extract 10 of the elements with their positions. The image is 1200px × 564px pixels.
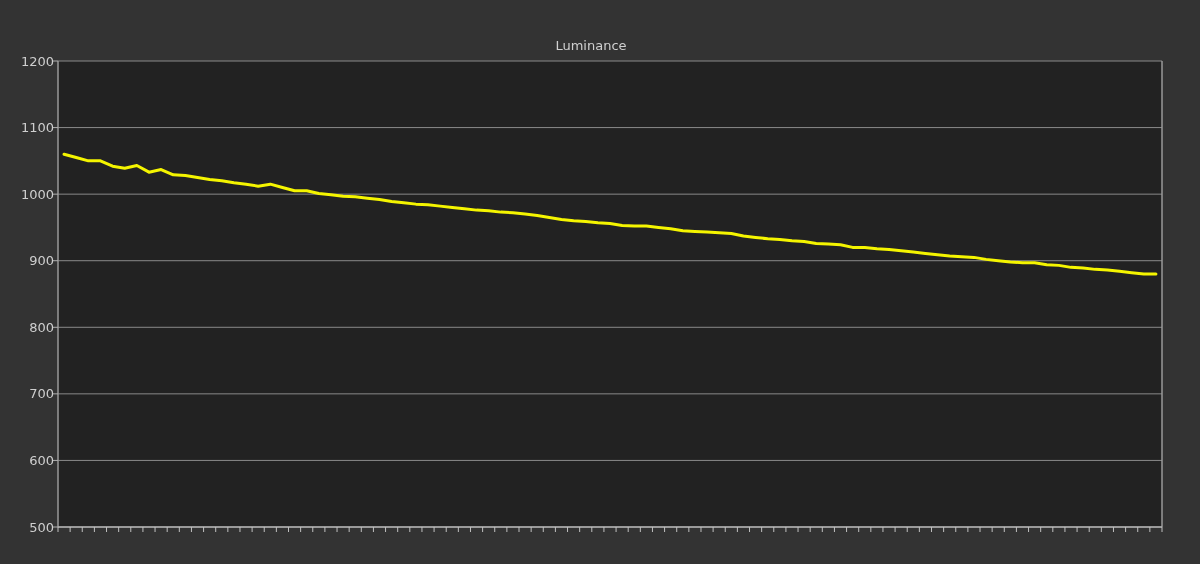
y-tick-label: 800	[29, 319, 54, 335]
y-tick-label: 600	[29, 452, 54, 468]
line-series	[62, 152, 1158, 276]
chart-title: Luminance	[555, 38, 627, 53]
y-tick-label: 700	[29, 386, 54, 402]
y-tick-label: 1000	[20, 186, 54, 202]
y-tick-label: 1100	[20, 120, 54, 136]
y-tick-label: 1200	[20, 53, 54, 69]
y-tick-label: 500	[29, 519, 54, 535]
y-tick-label: 900	[29, 253, 54, 269]
